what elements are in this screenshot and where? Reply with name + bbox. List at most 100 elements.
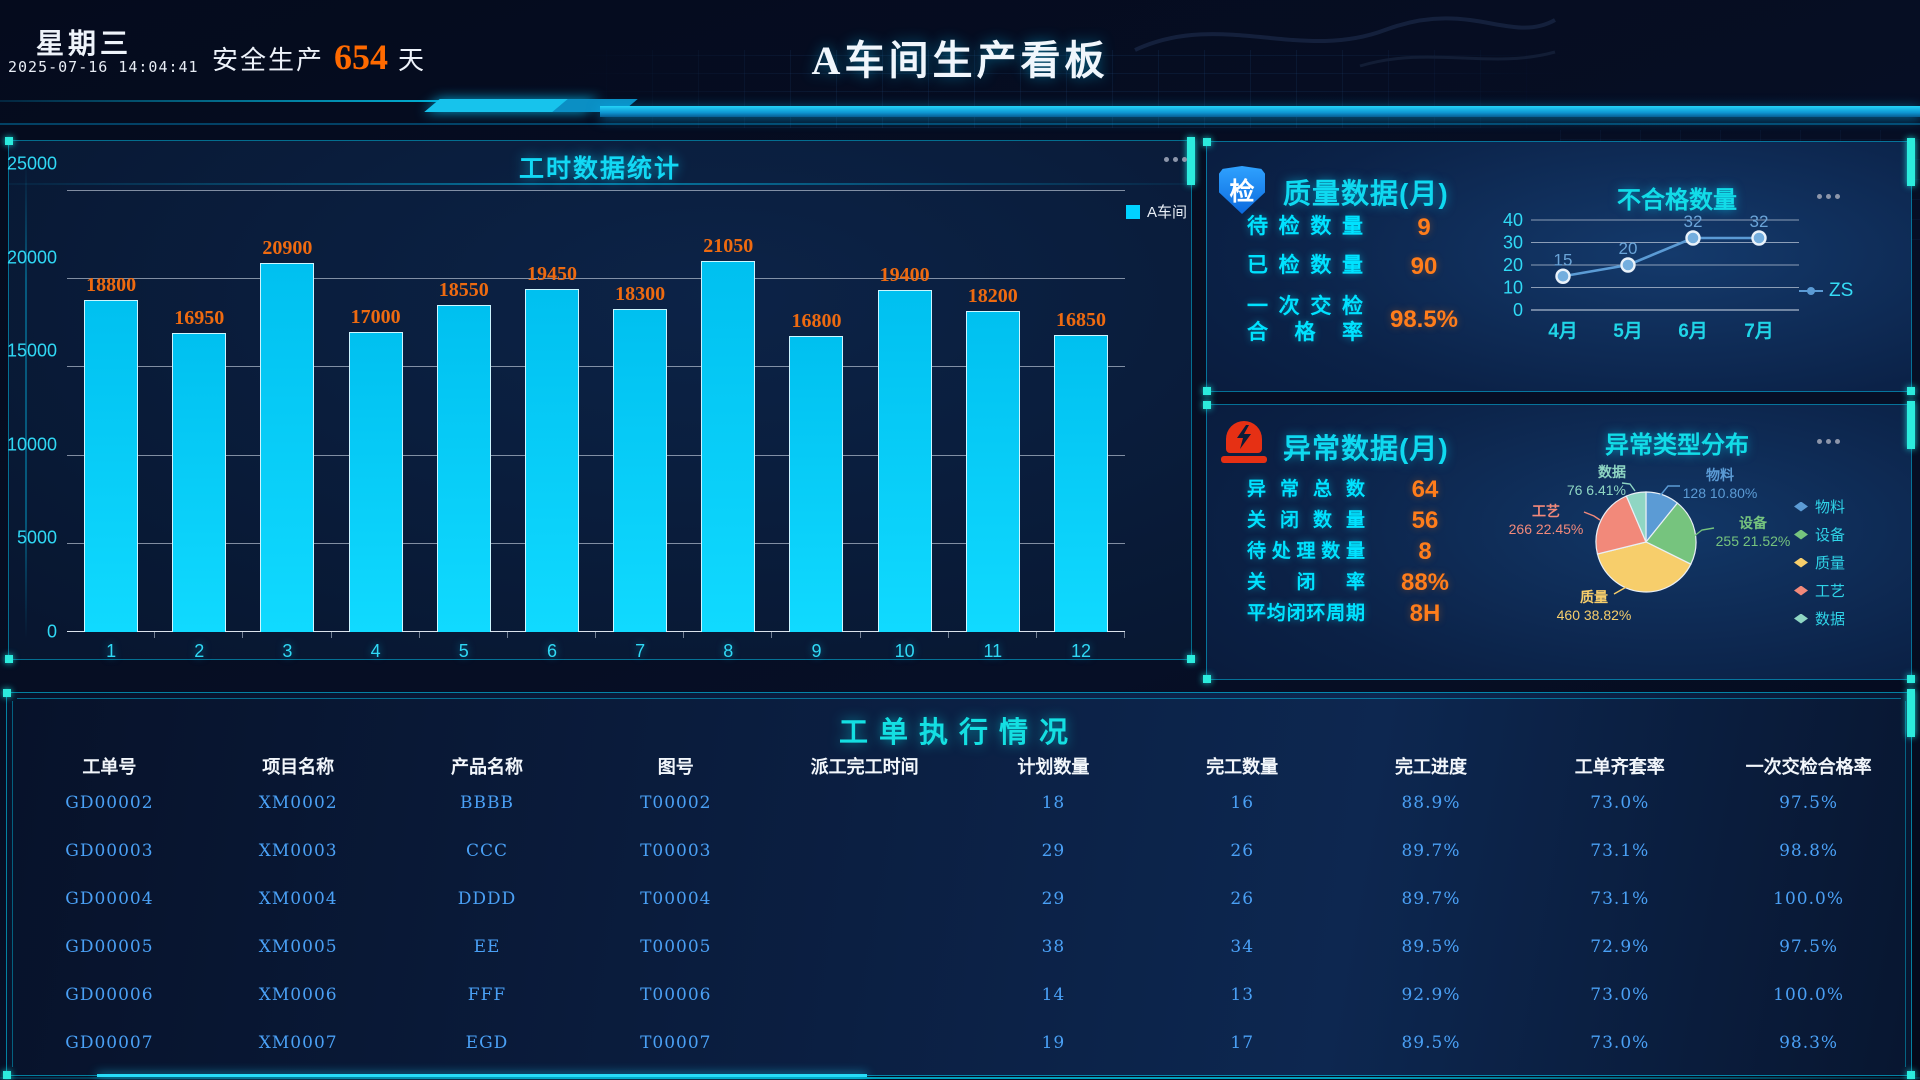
table-cell: 38 <box>1041 937 1066 957</box>
safety-prefix-label: 安全生产 <box>212 46 325 75</box>
line-y-tick-label: 40 <box>1503 210 1523 230</box>
bar-chart-legend: A车间 <box>1125 201 1187 222</box>
table-cell: XM0003 <box>258 841 338 861</box>
table-cell: XM0004 <box>258 889 338 909</box>
stat-row: 平均闭环周期 8H <box>1221 599 1485 628</box>
table-cell: FFF <box>467 985 507 1005</box>
column-header: 计划数量 <box>1017 757 1090 777</box>
x-tick-label: 6 <box>546 641 557 661</box>
gridline <box>67 454 1125 456</box>
pie-label-value: 266 22.45% <box>1508 521 1584 538</box>
pie-slice-数据 <box>1625 491 1647 543</box>
table-cell: EGD <box>465 1033 509 1053</box>
bar-value-label: 19400 <box>879 263 930 286</box>
table-cell: 29 <box>1041 889 1066 909</box>
title-underline-decoration <box>9 183 1191 185</box>
bar-slot: 18800 1 <box>67 191 156 661</box>
bar-month-9: 16800 <box>789 310 844 632</box>
inspection-shield-icon: 检 <box>1219 166 1265 214</box>
line-x-tick-label: 5月 <box>1613 321 1643 342</box>
table-cell: 89.5% <box>1401 1033 1461 1053</box>
table-cell: XM0007 <box>258 1033 338 1053</box>
bar-value-label: 16950 <box>174 307 225 330</box>
quality-data-panel: 检 质量数据(月) 待检数量 9 已检数量 90 一次交检合格率 98.5% 不合格数量 … <box>1203 138 1915 395</box>
line-data-label: 15 <box>1554 250 1573 269</box>
legend-series-label: A车间 <box>1146 204 1187 221</box>
anomaly-data-panel: 异常数据(月) 异常总数 64 关闭数量 56 待处理数量 8 关闭率 88% 平均闭环周期 8H… <box>1203 401 1915 683</box>
legend-item[interactable]: 设备 <box>1794 524 1845 545</box>
header-thin-line-decoration <box>0 123 1920 125</box>
work-orders-panel: 工单执行情况 工单号 项目名称 产品名称 图号 派工完工时间 计划数量 完工数量 完工进度 工单… <box>3 689 1915 1079</box>
x-tick-label: 1 <box>106 641 117 661</box>
line-y-tick-label: 30 <box>1503 233 1523 253</box>
legend-diamond-icon <box>1794 501 1808 512</box>
x-tick-label: 5 <box>458 641 469 661</box>
line-series <box>1562 236 1759 278</box>
bar-slot: 19450 6 <box>508 191 597 661</box>
legend-item[interactable]: 工艺 <box>1794 580 1845 601</box>
stat-value: 56 <box>1411 506 1439 534</box>
table-cell: CCC <box>465 841 508 861</box>
pie-label-工艺: 工艺 266 22.45% <box>1502 502 1590 538</box>
table-cell: GD00007 <box>65 1033 154 1053</box>
table-cell: GD00004 <box>65 889 154 909</box>
pie-legend: 物料设备质量工艺数据 <box>1794 496 1845 629</box>
table-row[interactable]: GD00002 XM0002 BBBB T00002 18 16 88.9% 73.0% 97.… <box>15 779 1903 827</box>
more-menu-icon[interactable] <box>1813 431 1840 449</box>
pie-label-name: 物料 <box>1706 467 1734 483</box>
header-swirl-decoration <box>1134 16 1556 68</box>
table-cell: XM0002 <box>258 793 338 813</box>
stat-value: 90 <box>1410 252 1438 280</box>
line-chart-legend[interactable]: ZS <box>1799 280 1853 302</box>
bar-value-label: 18800 <box>86 274 137 297</box>
line-data-point <box>1685 230 1701 246</box>
x-tick-label: 4 <box>370 641 381 661</box>
legend-swatch-icon <box>1125 204 1140 219</box>
table-row[interactable]: GD00006 XM0006 FFF T00006 14 13 92.9% 73.0% 100.… <box>15 971 1903 1019</box>
more-menu-icon[interactable] <box>1160 149 1187 167</box>
table-cell: T00005 <box>640 937 712 957</box>
x-tick-label: 10 <box>894 641 915 661</box>
column-header: 工单号 <box>82 757 137 777</box>
pie-leader-line <box>1692 527 1715 538</box>
table-row[interactable]: GD00003 XM0003 CCC T00003 29 26 89.7% 73.1% 98.8… <box>15 827 1903 875</box>
bar-month-6: 19450 <box>524 263 579 632</box>
legend-item[interactable]: 质量 <box>1794 552 1845 573</box>
table-row[interactable]: GD00007 XM0007 EGD T00007 19 17 89.5% 73.0% 98.3… <box>15 1019 1903 1067</box>
table-row[interactable]: GD00004 XM0004 DDDD T00004 29 26 89.7% 73.1% 100… <box>15 875 1903 923</box>
legend-label: 物料 <box>1815 499 1846 516</box>
legend-item[interactable]: 数据 <box>1794 608 1845 629</box>
bar-month-8: 21050 <box>701 235 756 632</box>
table-row[interactable]: GD00005 XM0005 EE T00005 38 34 89.5% 72.9% 97.5% <box>15 923 1903 971</box>
stat-label-line: 异常总数 <box>1247 478 1365 500</box>
legend-diamond-icon <box>1794 557 1808 568</box>
quality-panel-title: 质量数据(月) <box>1283 178 1449 209</box>
table-cell: DDDD <box>457 889 517 909</box>
bar-value-label: 21050 <box>703 234 754 257</box>
table-cell: 97.5% <box>1779 793 1839 813</box>
table-cell: 19 <box>1041 1033 1066 1053</box>
bar-slot: 16950 2 <box>155 191 244 661</box>
bar-month-3: 20900 <box>260 237 315 632</box>
stat-label-line: 一次交检 <box>1247 295 1363 318</box>
table-cell: GD00006 <box>65 985 154 1005</box>
table-cell: 100.0% <box>1773 889 1844 909</box>
x-tick-label: 2 <box>194 641 205 661</box>
safety-unit-label: 天 <box>398 46 425 75</box>
quality-stats: 待检数量 9 已检数量 90 一次交检合格率 98.5% <box>1221 208 1485 347</box>
pie-label-name: 数据 <box>1598 464 1626 480</box>
table-cell: 72.9% <box>1590 937 1650 957</box>
stat-row: 待检数量 9 <box>1221 208 1485 247</box>
y-tick-label: 0 <box>46 621 57 642</box>
pie-slice-工艺 <box>1595 495 1647 555</box>
line-y-tick-label: 0 <box>1513 300 1523 320</box>
legend-item[interactable]: 物料 <box>1794 496 1845 517</box>
bar-value-label: 18300 <box>615 283 666 306</box>
pie-svg <box>1595 491 1697 593</box>
more-menu-icon[interactable] <box>1813 186 1840 204</box>
y-tick-label: 25000 <box>6 153 57 174</box>
x-tick-label: 12 <box>1070 641 1091 661</box>
line-x-tick-label: 4月 <box>1548 321 1578 342</box>
